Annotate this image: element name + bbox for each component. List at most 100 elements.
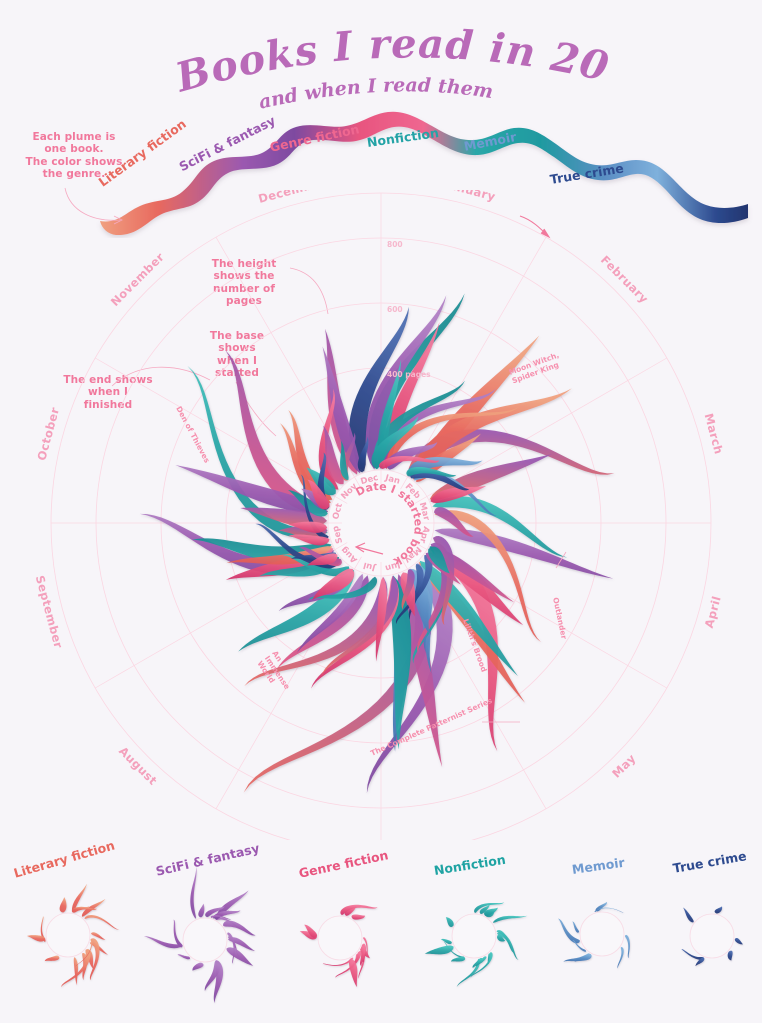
- book-plume: [226, 947, 254, 966]
- book-title-label: Moon Witch,Spider King: [508, 350, 564, 385]
- book-plume: [175, 465, 329, 514]
- book-plume: [204, 960, 221, 992]
- small-multiple-nonfiction: [424, 902, 528, 988]
- book-plume: [410, 388, 572, 478]
- book-plume: [280, 423, 331, 504]
- book-plume: [73, 957, 79, 986]
- svg-text:March: March: [702, 412, 726, 456]
- book-plume: [424, 945, 454, 955]
- svg-text:Jul: Jul: [362, 560, 377, 573]
- svg-text:Apr: Apr: [417, 525, 431, 545]
- book-plume: [360, 945, 366, 966]
- book-plume: [386, 442, 438, 470]
- annotation-end-leader: [111, 366, 211, 387]
- small-multiple-scifi-fantasy: [143, 866, 256, 1004]
- book-plume: [683, 907, 694, 923]
- book-plume: [84, 915, 120, 930]
- book-plume: [225, 350, 329, 514]
- book-plume: [173, 919, 183, 948]
- svg-text:Dec: Dec: [360, 473, 380, 487]
- svg-text:Oct: Oct: [331, 502, 345, 520]
- annotation-plume-leader: [64, 187, 123, 225]
- book-plume: [276, 575, 369, 670]
- book-plume: [348, 306, 409, 472]
- genre-small-multiples: [0, 840, 762, 1023]
- book-plume: [322, 346, 361, 474]
- book-plume: [401, 569, 415, 610]
- book-plume: [288, 521, 328, 533]
- book-plume: [563, 953, 590, 962]
- book-plume: [190, 866, 197, 919]
- book-plume: [445, 917, 454, 927]
- book-plume: [572, 940, 587, 952]
- book-plume: [363, 937, 369, 955]
- book-plume: [470, 952, 493, 978]
- book-plume: [227, 937, 255, 951]
- book-plume: [351, 914, 366, 920]
- plume-group: [139, 293, 615, 794]
- book-plume: [386, 406, 520, 470]
- book-plume: [681, 949, 705, 960]
- annotation-height-leader: [289, 267, 329, 315]
- book-plume: [371, 416, 419, 470]
- book-plume: [484, 907, 498, 917]
- book-plume: [617, 947, 624, 969]
- svg-text:Jan: Jan: [383, 473, 401, 487]
- book-plume: [177, 954, 191, 960]
- book-plume: [428, 546, 450, 574]
- svg-text:Mar: Mar: [417, 501, 432, 522]
- book-plume: [624, 934, 630, 959]
- book-title-label: Den of Thieves: [174, 405, 212, 465]
- book-plume: [432, 496, 568, 558]
- annotation-height: The height shows the number of pages: [211, 258, 277, 308]
- started-direction-arrow: [354, 542, 384, 555]
- book-plume: [727, 950, 733, 961]
- book-plume: [434, 510, 542, 643]
- svg-text:October: October: [34, 406, 62, 462]
- small-multiple-center-hole: [45, 912, 91, 958]
- book-plume: [557, 918, 580, 944]
- book-plume: [205, 906, 225, 918]
- book-plume: [238, 569, 355, 652]
- book-plume: [288, 490, 328, 517]
- book-plume: [492, 915, 528, 923]
- small-multiple-center-hole: [579, 911, 625, 957]
- book-plume: [75, 938, 93, 967]
- annotation-plume: Each plume is one book. The color shows …: [25, 131, 123, 181]
- book-plume: [61, 949, 91, 988]
- svg-text:400 pages: 400 pages: [387, 370, 431, 379]
- book-plume: [278, 569, 354, 611]
- book-plume: [198, 903, 205, 918]
- book-plume: [375, 576, 387, 662]
- book-plume: [340, 440, 349, 480]
- svg-text:May: May: [609, 751, 638, 780]
- finished-direction-arrow: [519, 215, 551, 239]
- book-plume: [304, 924, 318, 938]
- book-plume: [357, 436, 369, 473]
- svg-text:Sep: Sep: [331, 525, 345, 545]
- book-plume: [322, 957, 354, 966]
- book-plume: [714, 906, 723, 914]
- genre-ribbon-legend: [0, 108, 762, 238]
- book-plume: [71, 883, 87, 913]
- ribbon-shape: [100, 111, 748, 236]
- svg-text:Jun: Jun: [384, 559, 402, 573]
- book-plume: [282, 554, 350, 577]
- book-plume: [366, 563, 453, 794]
- book-plume: [379, 455, 440, 470]
- book-plume: [450, 956, 466, 962]
- book-plume: [335, 953, 359, 978]
- book-plume: [89, 938, 100, 981]
- book-plume: [406, 466, 457, 477]
- svg-text:September: September: [33, 574, 66, 650]
- svg-text:April: April: [702, 594, 724, 629]
- book-plume: [223, 920, 256, 936]
- book-plume: [296, 573, 364, 653]
- svg-text:December: December: [257, 190, 327, 206]
- book-title-label: Outlander: [551, 597, 569, 641]
- book-plume: [496, 932, 519, 960]
- book-plume: [340, 904, 378, 916]
- small-multiple-true-crime: [681, 906, 744, 967]
- book-plume: [288, 534, 330, 546]
